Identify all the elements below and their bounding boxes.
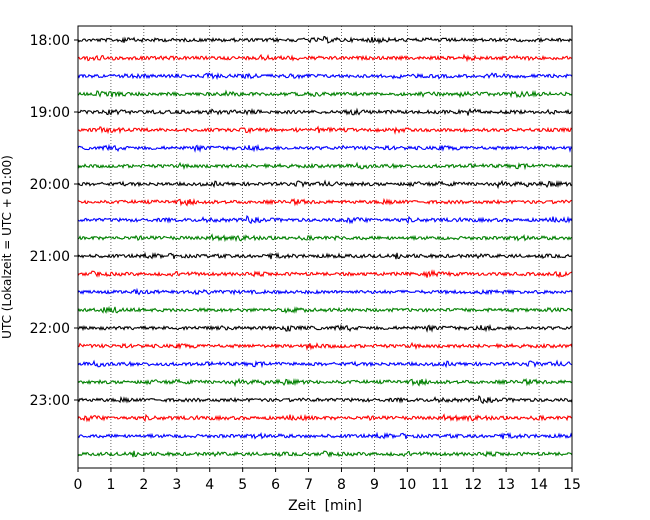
trace-2230	[77, 359, 573, 369]
x-tick-label-10: 10	[398, 477, 416, 493]
trace-2245	[77, 377, 573, 388]
trace-2330	[77, 431, 573, 440]
trace-2300	[77, 395, 573, 405]
x-tick-label-5: 5	[238, 477, 247, 493]
x-tick-label-14: 14	[530, 477, 548, 493]
seismic-traces	[77, 35, 573, 458]
trace-1845	[77, 89, 573, 99]
x-tick-label-9: 9	[370, 477, 379, 493]
x-tick-label-0: 0	[74, 477, 83, 493]
x-tick-label-4: 4	[205, 477, 214, 493]
trace-2030	[77, 215, 573, 225]
x-tick-label-8: 8	[337, 477, 346, 493]
trace-1930	[77, 143, 573, 153]
x-tick-label-12: 12	[464, 477, 482, 493]
x-tick-label-7: 7	[304, 477, 313, 493]
trace-2345	[77, 450, 573, 458]
y-tick-label-3: 21:00	[30, 249, 70, 265]
x-tick-label-2: 2	[139, 477, 148, 493]
y-tick-label-0: 18:00	[30, 33, 70, 49]
plot-frame	[77, 25, 573, 469]
trace-1915	[77, 125, 573, 135]
x-axis-label: Zeit [min]	[288, 498, 362, 514]
trace-2215	[77, 341, 573, 351]
trace-2100	[77, 251, 573, 260]
x-tick-label-11: 11	[431, 477, 449, 493]
trace-2115	[77, 269, 573, 279]
y-axis: 18:00 19:00 20:00 21:00 22:00 23:00	[30, 33, 78, 409]
y-tick-label-2: 20:00	[30, 177, 70, 193]
trace-2315	[77, 413, 573, 423]
x-tick-label-15: 15	[563, 477, 581, 493]
x-axis: 0 1 2 3 4 5 6 7 8 9 10 11 12 13 14 15	[74, 468, 581, 493]
trace-1900	[77, 107, 573, 116]
y-axis-label: UTC (Lokalzeit = UTC + 01:00)	[0, 155, 14, 339]
trace-2045	[77, 233, 573, 243]
trace-2200	[77, 323, 573, 333]
trace-2145	[77, 305, 573, 314]
x-tick-label-6: 6	[271, 477, 280, 493]
y-tick-label-1: 19:00	[30, 105, 70, 121]
y-tick-label-4: 22:00	[30, 321, 70, 337]
y-tick-label-5: 23:00	[30, 393, 70, 409]
trace-2015	[77, 197, 573, 207]
x-tick-label-1: 1	[106, 477, 115, 493]
trace-1815	[77, 53, 573, 63]
trace-2000	[77, 179, 573, 190]
x-tick-label-3: 3	[172, 477, 181, 493]
trace-1830	[77, 72, 573, 81]
x-tick-label-13: 13	[497, 477, 515, 493]
trace-1945	[77, 161, 573, 171]
trace-1800	[77, 35, 573, 45]
trace-2130	[77, 287, 573, 296]
